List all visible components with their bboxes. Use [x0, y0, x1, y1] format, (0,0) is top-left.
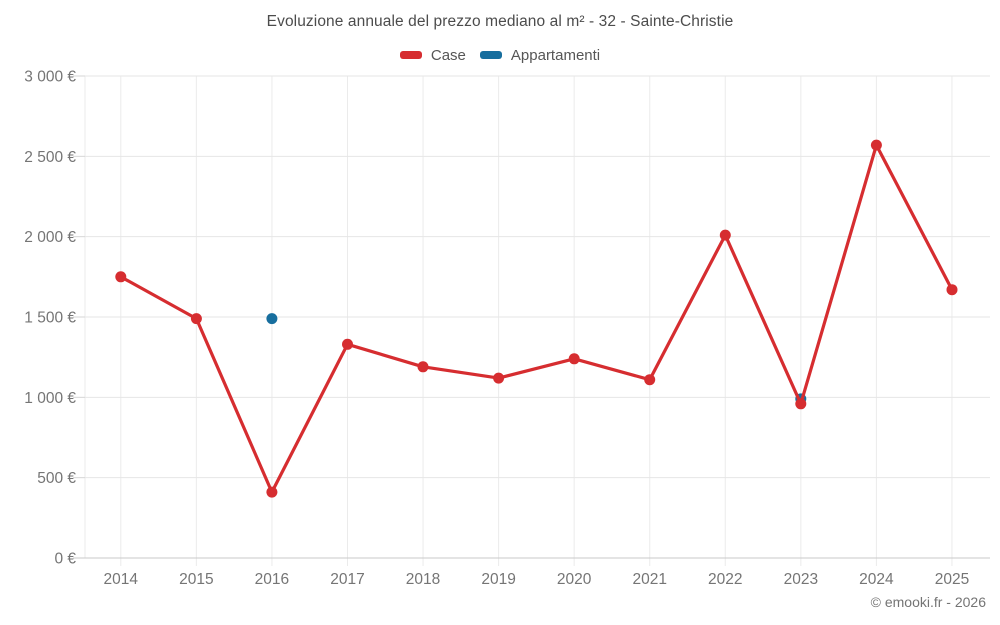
data-point-case-2014[interactable]	[115, 271, 127, 283]
data-point-case-2024[interactable]	[870, 139, 882, 151]
x-axis-tick-label: 2025	[935, 571, 969, 588]
legend-item-case[interactable]: Case	[399, 46, 466, 64]
x-axis-tick-label: 2015	[179, 571, 213, 588]
y-axis-tick-label: 1 000 €	[24, 390, 76, 407]
chart-title: Evoluzione annuale del prezzo mediano al…	[266, 13, 734, 30]
x-axis-labels: 2014 2015 2016 2017 2018 2019 2020 2021 2022 2023…	[104, 571, 970, 588]
legend-swatch-icon	[479, 51, 502, 59]
data-point-case-2015[interactable]	[190, 313, 202, 325]
legend-label: Appartamenti	[510, 46, 601, 64]
data-point-case-2018[interactable]	[417, 361, 429, 373]
y-axis-tick-label: 3 000 €	[24, 69, 76, 86]
x-axis-tick-label: 2019	[481, 571, 515, 588]
y-axis-tick-label: 2 000 €	[24, 229, 76, 246]
data-point-case-2016[interactable]	[266, 486, 278, 498]
x-axis-tick-label: 2020	[557, 571, 592, 588]
vertical-gridlines	[84, 76, 953, 566]
y-axis-tick-label: 0 €	[54, 551, 76, 568]
x-axis-tick-label: 2023	[784, 571, 818, 588]
series-case	[115, 139, 958, 498]
series-line-case	[119, 143, 954, 494]
x-axis-tick-label: 2016	[255, 571, 289, 588]
y-axis-tick-label: 500 €	[37, 470, 76, 487]
data-point-case-2019[interactable]	[493, 372, 505, 384]
x-axis-tick-label: 2014	[104, 571, 139, 588]
data-point-case-2021[interactable]	[644, 374, 656, 386]
data-point-case-2022[interactable]	[719, 229, 731, 241]
legend: Case Appartamenti	[0, 45, 1000, 65]
x-axis-tick-label: 2018	[406, 571, 440, 588]
legend-item-appartamenti[interactable]: Appartamenti	[479, 46, 601, 64]
data-point-case-2020[interactable]	[568, 353, 580, 365]
data-point-case-2017[interactable]	[342, 338, 353, 350]
y-axis-tick-label: 2 500 €	[24, 149, 76, 166]
copyright-footer: © emooki.fr - 2026	[870, 594, 986, 610]
y-axis-tick-label: 1 500 €	[24, 310, 76, 327]
legend-label: Case	[430, 46, 466, 64]
x-axis-tick-label: 2024	[859, 571, 894, 588]
legend-swatch-icon	[399, 51, 422, 59]
data-point-appartamenti-2016[interactable]	[266, 313, 278, 325]
x-axis-tick-label: 2017	[330, 571, 364, 588]
data-point-case-2023[interactable]	[795, 398, 807, 410]
data-point-case-2025[interactable]	[946, 284, 958, 296]
x-axis-tick-label: 2022	[708, 571, 742, 588]
x-axis-tick-label: 2021	[632, 571, 666, 588]
horizontal-gridlines: 0 € 500 € 1 000 € 1 500 € 2 000 € 2 500 € 3 00…	[24, 69, 990, 568]
